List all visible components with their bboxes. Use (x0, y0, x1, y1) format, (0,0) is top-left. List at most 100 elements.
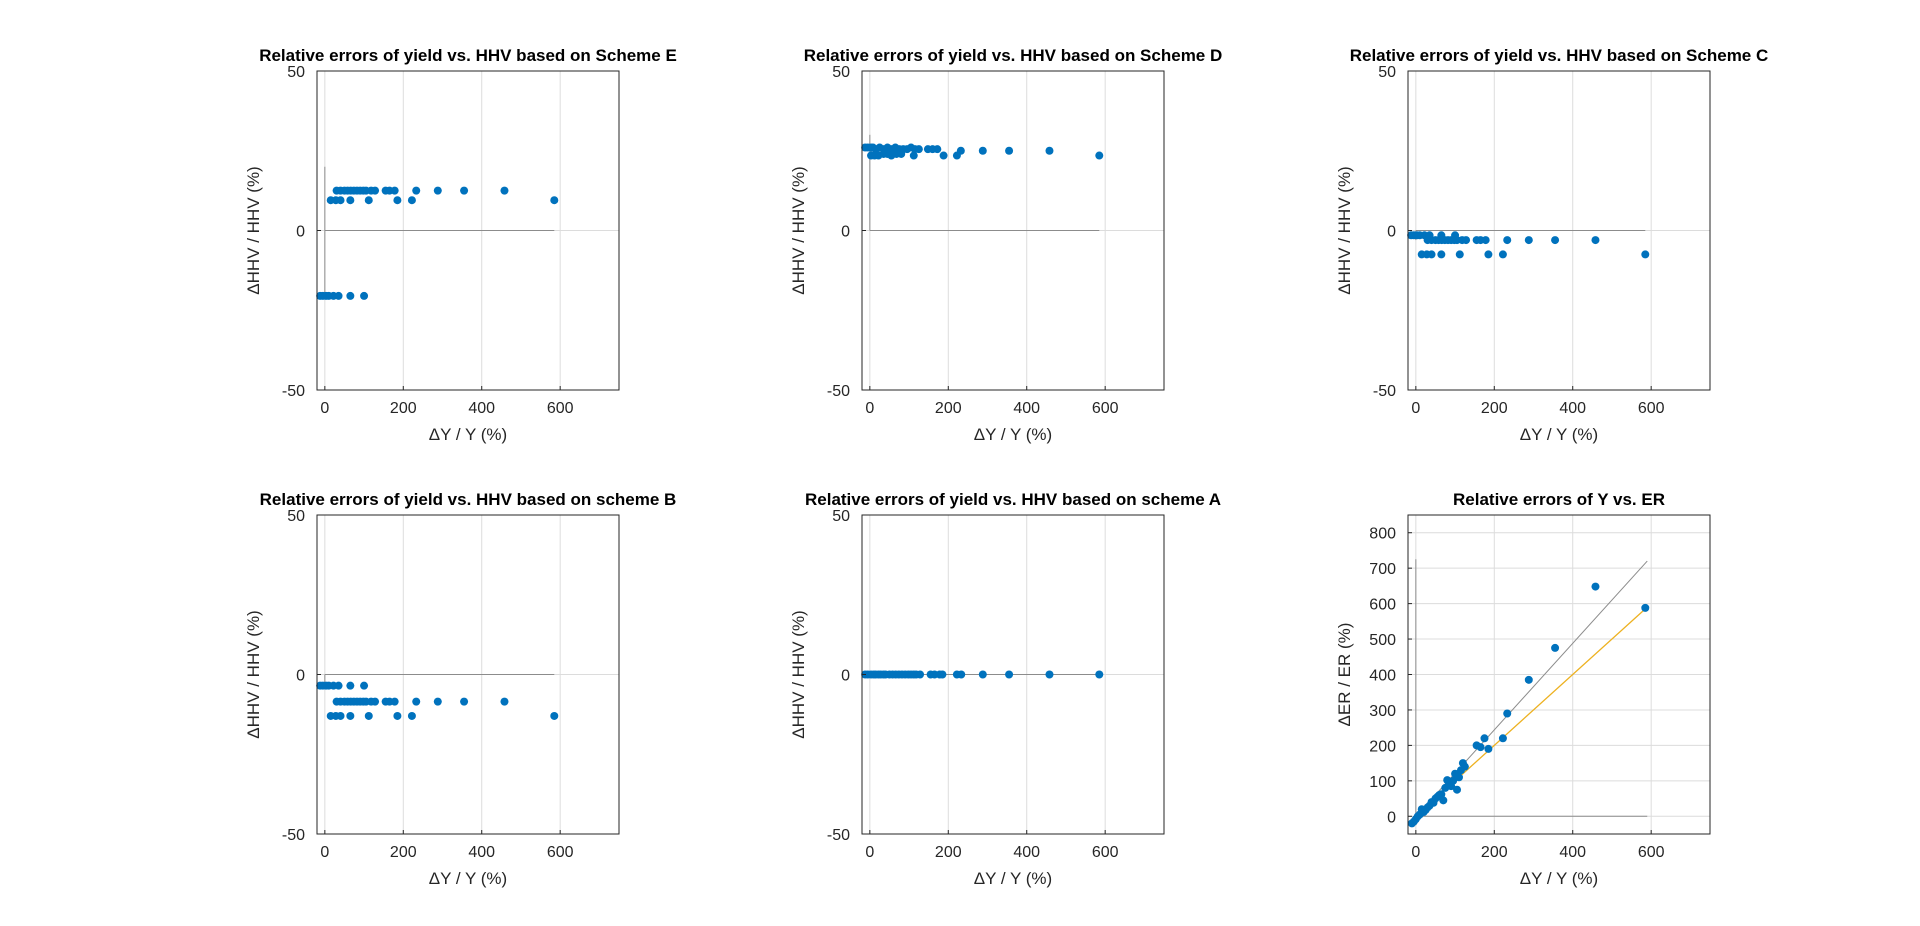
y-tick-label: 500 (1369, 632, 1396, 649)
data-point (1453, 785, 1462, 794)
data-point (390, 186, 399, 195)
data-point (1484, 744, 1493, 753)
x-tick-label: 0 (865, 400, 874, 417)
data-point (1591, 582, 1600, 591)
data-point (336, 196, 345, 205)
y-tick-label: 800 (1369, 526, 1396, 543)
data-point (360, 681, 369, 690)
y-tick-label: 50 (832, 508, 850, 525)
data-point (364, 711, 373, 720)
data-point (460, 186, 469, 195)
y-tick-label: 50 (1378, 64, 1396, 81)
chart-title: Relative errors of yield vs. HHV based o… (259, 46, 677, 65)
y-axis-label: ΔER / ER (%) (1335, 623, 1354, 727)
x-tick-label: 400 (1013, 844, 1040, 861)
x-tick-label: 0 (320, 844, 329, 861)
data-point (407, 196, 416, 205)
y-tick-label: -50 (1373, 383, 1396, 400)
x-tick-label: 200 (1481, 400, 1508, 417)
x-tick-label: 200 (935, 400, 962, 417)
data-point (897, 149, 906, 158)
data-point (336, 711, 345, 720)
data-point (1524, 675, 1533, 684)
x-tick-label: 600 (1638, 844, 1665, 861)
data-point (550, 711, 559, 720)
x-axis-label: ΔY / Y (%) (429, 869, 507, 888)
data-point (390, 697, 399, 706)
data-point (1095, 151, 1104, 160)
y-axis-label: ΔHHV / HHV (%) (789, 610, 808, 738)
chart-title: Relative errors of yield vs. HHV based o… (1350, 46, 1769, 65)
data-point (1449, 776, 1458, 785)
data-point (1045, 146, 1054, 155)
data-point (1095, 670, 1104, 679)
data-point (978, 146, 987, 155)
x-tick-label: 200 (390, 844, 417, 861)
data-point (433, 186, 442, 195)
data-point (360, 291, 369, 300)
data-point (1462, 236, 1471, 245)
data-point (346, 681, 355, 690)
data-point (412, 186, 421, 195)
x-tick-label: 600 (1092, 400, 1119, 417)
data-point (1498, 250, 1507, 259)
data-point (1551, 643, 1560, 652)
data-point (1454, 773, 1463, 782)
data-point (933, 145, 942, 154)
x-tick-label: 600 (1092, 844, 1119, 861)
data-point (1481, 236, 1490, 245)
x-axis-label: ΔY / Y (%) (1520, 869, 1598, 888)
y-axis-label: ΔHHV / HHV (%) (244, 166, 263, 294)
y-tick-label: 50 (287, 64, 305, 81)
y-axis-label: ΔHHV / HHV (%) (244, 610, 263, 738)
x-tick-label: 400 (468, 844, 495, 861)
data-point (978, 670, 987, 679)
data-point (500, 186, 509, 195)
data-point (1503, 236, 1512, 245)
chart-title: Relative errors of yield vs. HHV based o… (805, 490, 1221, 509)
data-point (1427, 250, 1436, 259)
x-tick-label: 200 (390, 400, 417, 417)
data-point (393, 196, 402, 205)
x-tick-label: 0 (320, 400, 329, 417)
data-point (957, 670, 966, 679)
x-tick-label: 600 (547, 400, 574, 417)
data-point (939, 151, 948, 160)
y-tick-label: 0 (296, 668, 305, 685)
y-tick-label: -50 (282, 383, 305, 400)
data-point (346, 711, 355, 720)
y-tick-label: 50 (832, 64, 850, 81)
y-tick-label: 200 (1369, 738, 1396, 755)
data-point (1455, 250, 1464, 259)
y-tick-label: 600 (1369, 597, 1396, 614)
data-point (1437, 790, 1446, 799)
y-tick-label: 300 (1369, 703, 1396, 720)
x-tick-label: 0 (865, 844, 874, 861)
x-tick-label: 200 (935, 844, 962, 861)
y-tick-label: 0 (841, 224, 850, 241)
data-point (433, 697, 442, 706)
data-point (334, 291, 343, 300)
data-point (460, 697, 469, 706)
y-tick-label: 0 (1387, 224, 1396, 241)
data-point (914, 145, 923, 154)
data-point (1641, 250, 1650, 259)
y-tick-label: 0 (1387, 809, 1396, 826)
data-point (407, 711, 416, 720)
x-axis-label: ΔY / Y (%) (1520, 425, 1598, 444)
data-point (1551, 236, 1560, 245)
y-tick-label: 0 (296, 224, 305, 241)
x-tick-label: 400 (1013, 400, 1040, 417)
chart-panel-6: 0 200 400 600 0 100 200 300 400 500 600 700 800 Relat… (1335, 490, 1711, 888)
data-point (364, 196, 373, 205)
y-tick-label: 400 (1369, 668, 1396, 685)
data-point (1480, 734, 1489, 743)
data-point (412, 697, 421, 706)
y-axis-label: ΔHHV / HHV (%) (789, 166, 808, 294)
y-tick-label: 100 (1369, 774, 1396, 791)
data-point (909, 151, 918, 160)
data-point (1437, 250, 1446, 259)
